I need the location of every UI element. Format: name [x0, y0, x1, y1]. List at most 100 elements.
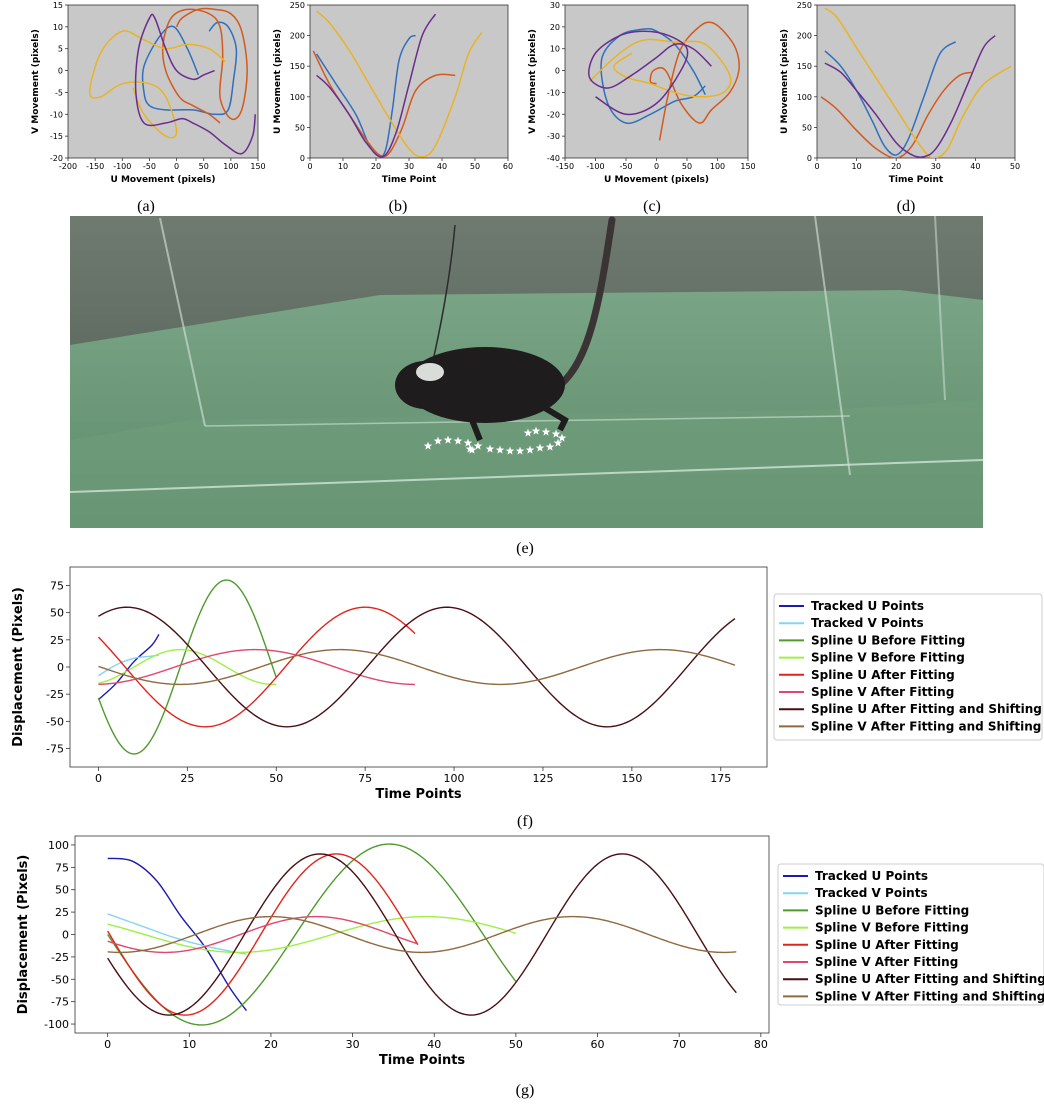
x-tick-label: 50: [269, 772, 283, 785]
legend-label: Spline V After Fitting: [815, 955, 958, 969]
series-line: [107, 857, 248, 1012]
plot-area: [67, 4, 259, 159]
x-tick-label: 50: [1010, 162, 1020, 171]
caption-d: (d): [897, 198, 916, 215]
star-marker: [443, 435, 453, 444]
x-axis-label: Time Point: [889, 175, 944, 185]
y-tick-label: -10: [50, 110, 63, 119]
y-tick-label: 0: [57, 661, 64, 674]
x-tick-label: 20: [891, 162, 901, 171]
series-line: [107, 843, 517, 1026]
y-tick-label: 50: [802, 123, 812, 132]
series-line: [98, 648, 736, 686]
x-tick-label: -150: [556, 162, 574, 171]
legend-label: Tracked V Points: [811, 616, 924, 630]
y-tick-label: 0: [300, 154, 305, 163]
star-marker: [505, 446, 515, 455]
x-tick-label: 0: [814, 162, 819, 171]
series-line: [97, 606, 416, 728]
y-tick-label: -10: [547, 88, 560, 97]
y-tick-label: -5: [55, 88, 63, 97]
plot-area: [309, 4, 509, 159]
x-axis-label: Time Point: [382, 175, 437, 185]
y-tick-label: 10: [550, 45, 560, 54]
x-tick-label: -200: [59, 162, 77, 171]
y-tick-label: 15: [53, 1, 63, 10]
y-tick-label: -15: [50, 132, 63, 141]
y-tick-label: 100: [48, 839, 69, 852]
x-axis-label: U Movement (pixels): [604, 175, 709, 185]
y-tick-label: 0: [58, 67, 63, 76]
y-tick-label: 50: [55, 884, 69, 897]
x-tick-label: -100: [113, 162, 131, 171]
y-tick-label: -50: [46, 715, 64, 728]
star-marker: [545, 442, 555, 451]
series-line: [315, 34, 416, 158]
x-tick-label: 40: [427, 1038, 441, 1051]
series-line: [161, 7, 248, 124]
series-line: [141, 21, 238, 116]
y-tick-label: -75: [51, 996, 69, 1009]
x-axis-label: Time Points: [375, 787, 462, 802]
y-tick-label: 75: [50, 579, 64, 592]
x-tick-label: 75: [358, 772, 372, 785]
star-marker: [467, 445, 477, 454]
legend-label: Tracked U Points: [815, 869, 928, 883]
x-tick-label: -50: [143, 162, 156, 171]
series-line: [97, 634, 160, 701]
series-line: [588, 38, 732, 98]
y-tick-label: -20: [50, 154, 63, 163]
x-tick-label: 10: [338, 162, 348, 171]
x-tick-label: 0: [654, 162, 659, 171]
y-tick-label: 50: [50, 607, 64, 620]
x-tick-label: -100: [586, 162, 604, 171]
x-tick-label: 40: [437, 162, 447, 171]
y-axis-label: U Movement (pixels): [273, 29, 283, 134]
legend-label: Spline U Before Fitting: [815, 903, 969, 917]
x-tick-label: 150: [621, 772, 642, 785]
y-tick-label: -30: [547, 132, 560, 141]
y-tick-label: 25: [50, 634, 64, 647]
x-tick-label: 50: [682, 162, 692, 171]
y-tick-label: 5: [58, 45, 63, 54]
star-marker: [525, 445, 535, 454]
series-line: [98, 648, 415, 686]
legend-label: Spline V After Fitting: [811, 685, 954, 699]
caption-b: (b): [389, 198, 408, 215]
plot-area: [816, 4, 1016, 159]
x-tick-label: 100: [444, 772, 465, 785]
caption-g: (g): [516, 1082, 535, 1099]
star-marker: [423, 441, 433, 450]
legend-label: Spline V After Fitting and Shifting: [811, 719, 1041, 733]
series-line: [107, 913, 247, 955]
x-tick-label: 10: [182, 1038, 196, 1051]
y-tick-label: 0: [62, 929, 69, 942]
series-line: [107, 853, 737, 1016]
legend-label: Tracked V Points: [815, 886, 928, 900]
star-marker: [541, 427, 551, 436]
y-tick-label: 25: [55, 906, 69, 919]
x-tick-label: 50: [199, 162, 209, 171]
x-tick-label: 125: [532, 772, 553, 785]
star-marker: [557, 433, 567, 442]
chart-g: 0 10 20 30 40 50 60 70 80 -100 -75 -50 -25 0 25 50 75 100…: [16, 835, 1044, 1068]
legend-label: Spline U After Fitting: [811, 668, 955, 682]
series-line: [98, 606, 736, 728]
caption-e: (e): [516, 540, 534, 557]
y-tick-label: 200: [797, 32, 812, 41]
x-tick-label: 50: [509, 1038, 523, 1051]
x-tick-label: -150: [86, 162, 104, 171]
legend-label: Spline V After Fitting and Shifting: [815, 989, 1044, 1003]
y-axis-label: V Movement (pixels): [31, 29, 41, 134]
series-line: [824, 41, 957, 156]
x-tick-label: 0: [307, 162, 312, 171]
x-tick-label: 25: [180, 772, 194, 785]
series-line: [820, 71, 972, 158]
series-line: [107, 853, 419, 1016]
x-tick-label: 175: [710, 772, 731, 785]
y-tick-label: 150: [797, 62, 812, 71]
star-marker: [463, 438, 473, 447]
y-axis-label: U Movement (pixels): [780, 29, 790, 134]
series-line: [97, 579, 277, 755]
trajectory-markers: [423, 426, 567, 455]
